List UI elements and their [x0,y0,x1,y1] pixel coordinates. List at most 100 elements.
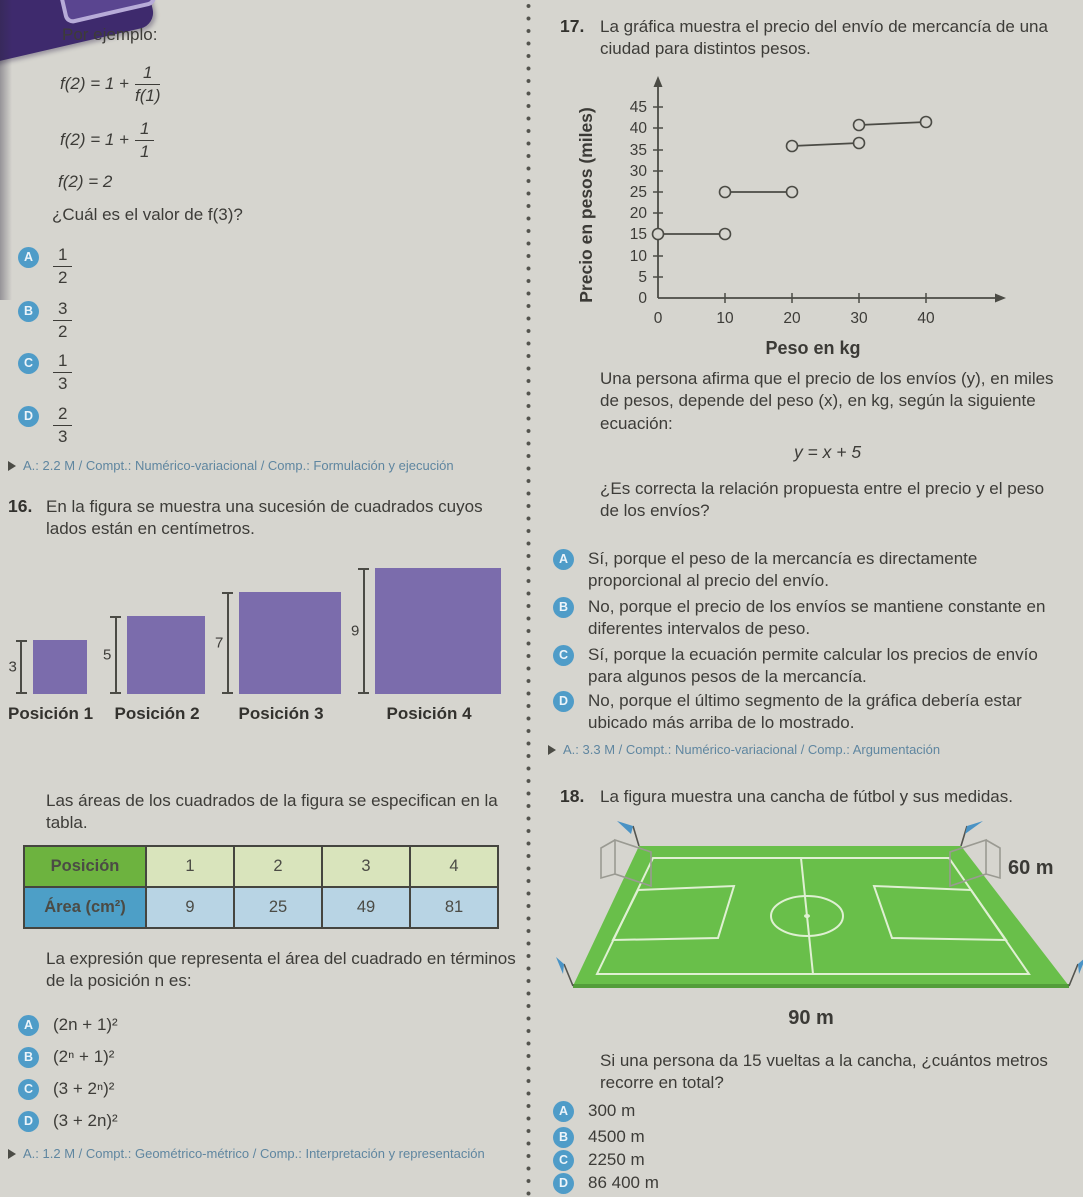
square-shape [127,616,206,694]
segment-30-40kg [858,121,927,126]
side-length-label: 5 [102,643,113,667]
option-text: 300 m [588,1101,636,1120]
example-question: ¿Cuál es el valor de f(3)? [52,205,243,224]
square-unit-4: 9 Posición 4 [350,568,502,724]
page-edge-shadow [0,0,12,300]
option-text: No, porque el precio de los envíos se ma… [588,597,1046,639]
measure-line [226,594,229,692]
answer-meta-text: A.: 2.2 M / Compt.: Numérico-variacional… [23,458,454,473]
option-row-c: C 2250 m [553,1149,645,1171]
measure-line [114,618,117,692]
y-tick-0: 0 [638,290,647,307]
table-row-positions: Posición 1 2 3 4 [23,845,499,888]
option-badge-d: D [18,1111,39,1132]
option-row-a: A Sí, porque el peso de la mercancía es … [553,548,1058,592]
side-measure: 5 [102,616,122,694]
fraction-denominator: 3 [58,426,68,446]
side-length-label: 9 [350,619,361,643]
column-divider [526,0,531,1197]
square-shape [239,592,342,694]
square-row: 9 [350,568,502,694]
chart-axes [657,84,998,299]
square-unit-1: 3 Posición 1 [7,640,94,724]
square-caption: Posición 1 [8,704,94,723]
soccer-field-figure: 60 m 90 m [556,821,1083,1029]
question-18-number: 18. [560,786,585,806]
square-row: 5 [102,616,206,694]
question-16-prompt: La expresión que representa el área del … [46,949,516,991]
flag-pennants [556,821,1083,974]
y-tick-25: 25 [630,184,647,201]
square-caption: Posición 3 [238,704,324,723]
square-unit-3: 7 Posición 3 [214,592,342,724]
corner-flags [563,825,1079,987]
option-badge-b: B [18,301,39,322]
option-text: (2n + 1)² [53,1015,118,1034]
question-18-question: Si una persona da 15 vueltas a la cancha… [600,1051,1048,1093]
option-text: No, porque el último segmento de la gráf… [588,691,1022,733]
flag-icon [1078,959,1083,974]
answer-meta-text: A.: 3.3 M / Compt.: Numérico-variacional… [563,742,941,757]
example-intro: Por ejemplo: [62,25,158,44]
side-measure: 9 [350,568,370,694]
question-17-text: La gráfica muestra el precio del envío d… [600,17,1048,59]
measure-line [20,642,23,692]
table-cell: 81 [409,886,499,929]
option-text: Sí, porque el peso de la mercancía es di… [588,549,978,591]
areas-table: Posición 1 2 3 4 Área (cm²) 9 25 49 81 [23,845,499,929]
option-badge-a: A [18,247,39,268]
y-tick-40: 40 [630,120,648,137]
left-goal-net [600,839,616,880]
y-tick-labels: 45 40 35 30 25 20 15 10 5 0 [630,99,648,307]
corner-badge-inner [56,0,158,26]
option-row-c: C Sí, porque la ecuación permite calcula… [553,644,1058,688]
square-caption: Posición 4 [386,704,472,723]
square-shape [375,568,502,694]
x-tick-20: 20 [783,310,801,327]
option-row-a: A (2n + 1)² [18,1014,118,1036]
square-unit-2: 5 Posición 2 [102,616,206,724]
y-tick-15: 15 [630,226,647,243]
y-axis-arrow [653,76,663,87]
x-tick-labels: 0 10 20 30 40 [654,310,935,327]
option-row-b: B 4500 m [553,1126,645,1148]
x-axis-ticks [724,293,927,303]
y-axis-title: Precio en pesos (miles) [576,107,596,303]
table-cell: 25 [233,886,323,929]
table-header-area: Área (cm²) [23,886,147,929]
answer-meta-q17: A.: 3.3 M / Compt.: Numérico-variacional… [548,742,940,757]
field-length-label: 90 m [788,1007,834,1029]
answer-arrow-icon [8,460,16,471]
option-text: Sí, porque la ecuación permite calcular … [588,645,1038,687]
x-axis-title: Peso en kg [765,338,860,358]
option-text: 4500 m [588,1127,645,1146]
option-row-c: C (3 + 2ⁿ)² [18,1078,114,1100]
option-text: (3 + 2n)² [53,1111,118,1130]
x-axis-arrow [995,293,1006,303]
square-row: 7 [214,592,342,694]
option-row-b: B (2ⁿ + 1)² [18,1046,114,1068]
answer-arrow-icon [548,744,556,755]
option-row-d: D No, porque el último segmento de la gr… [553,690,1058,734]
option-text: 2250 m [588,1150,645,1169]
right-goal-net [985,839,1001,880]
option-badge-b: B [553,597,574,618]
fraction-denominator: 3 [58,373,68,393]
option-badge-c: C [553,645,574,666]
answer-meta-text: A.: 1.2 M / Compt.: Geométrico-métrico /… [23,1146,485,1161]
example-step-1: f(2) = 1 + 1 f(1) [60,64,161,105]
formula-prefix: f(2) = 1 + [60,74,129,94]
fraction-numerator: 1 [134,64,161,85]
square-caption: Posición 2 [114,704,200,723]
table-cell: 4 [409,845,499,888]
table-cell: 2 [233,845,323,888]
question-17-number: 17. [560,16,585,36]
x-tick-40: 40 [917,310,935,327]
table-cell: 1 [145,845,235,888]
example-result: f(2) = 2 [58,172,113,191]
